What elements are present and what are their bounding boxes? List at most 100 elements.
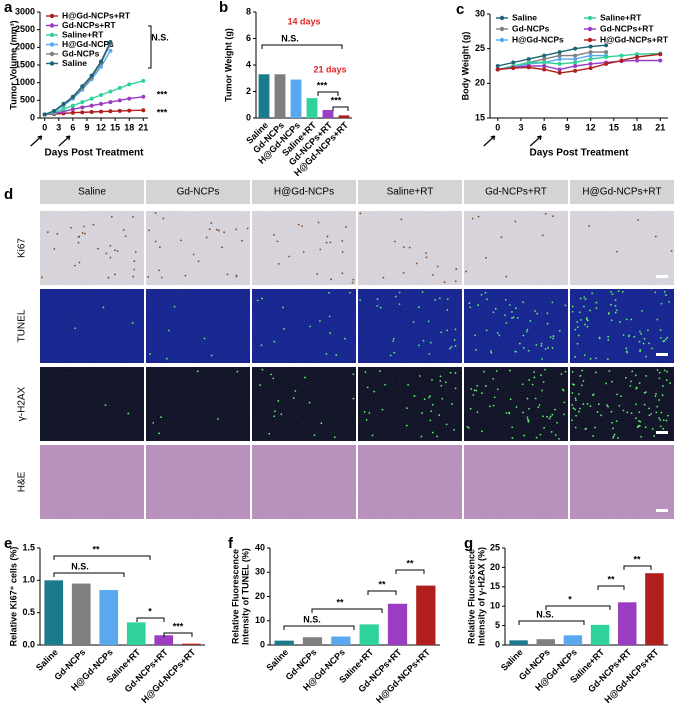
stain-dot [394, 295, 397, 298]
stain-dot [580, 384, 583, 387]
stain-dot [351, 281, 354, 284]
stain-dot [654, 395, 657, 397]
stain-dot [556, 421, 559, 424]
stain-dot [261, 368, 264, 371]
panel-label: a [4, 0, 13, 16]
stain-dot [282, 306, 284, 309]
data-point [495, 64, 500, 68]
stain-dot [160, 276, 163, 279]
stain-dot [154, 212, 157, 215]
stain-dot [614, 304, 617, 307]
bar [274, 640, 294, 645]
stain-dot [589, 309, 591, 312]
y-tick-label: 20 [255, 591, 265, 601]
stain-dot [607, 339, 610, 341]
y-tick-label: 10 [490, 601, 500, 611]
stain-dot [440, 331, 443, 334]
stain-dot [534, 397, 537, 400]
stain-dot [268, 432, 271, 435]
stain-dot [162, 217, 165, 220]
stain-dot [625, 350, 628, 353]
stain-dot [114, 273, 116, 276]
stain-dot [572, 407, 575, 410]
stain-dot [656, 405, 659, 408]
data-point [141, 108, 146, 113]
stain-dot [658, 377, 661, 380]
arrow [529, 135, 542, 147]
stain-dot [583, 296, 586, 299]
stain-dot [543, 426, 545, 429]
stain-dot [659, 329, 662, 332]
data-point [658, 52, 663, 57]
stain-dot [592, 393, 595, 396]
data-point [526, 65, 531, 70]
stain-dot [594, 426, 597, 429]
y-tick-label: 0.0 [22, 639, 35, 649]
annotation: ** [92, 544, 100, 554]
stain-dot [273, 415, 276, 418]
data-point [117, 85, 122, 90]
stain-dot [78, 261, 81, 264]
stain-dot [598, 336, 601, 339]
significance-bracket [163, 632, 193, 637]
stain-dot [667, 414, 669, 417]
stain-dot [505, 412, 508, 414]
stain-dot [571, 371, 574, 373]
arrow [58, 135, 71, 147]
stain-dot [509, 398, 512, 401]
stain-dot [536, 312, 539, 315]
stain-dot [469, 407, 472, 410]
stain-dot [105, 252, 108, 255]
stain-dot [427, 320, 430, 323]
y-axis-title: Relative Fluorescence [230, 549, 240, 644]
micrograph-texture [464, 445, 568, 519]
scale-bar [656, 509, 668, 512]
y-tick-label: 0 [495, 639, 500, 649]
stain-dot [485, 256, 487, 259]
stain-dot [564, 370, 567, 373]
stain-dot [495, 370, 498, 372]
stain-dot [574, 397, 577, 400]
stain-dot [392, 337, 395, 340]
stain-dot [633, 335, 636, 338]
stain-dot [544, 368, 546, 371]
stain-dot [329, 332, 332, 334]
stain-dot [575, 414, 577, 417]
stain-dot [46, 231, 49, 234]
stain-dot [378, 370, 381, 372]
stain-dot [276, 240, 279, 243]
bar [322, 110, 334, 118]
stain-dot [421, 412, 423, 414]
data-point [542, 57, 547, 62]
y-tick-label: 1000 [15, 77, 35, 87]
stain-dot [348, 291, 351, 294]
stain-dot [563, 401, 566, 404]
stain-dot [607, 312, 610, 315]
stain-dot [302, 251, 305, 253]
stain-dot [655, 392, 657, 395]
stain-dot [552, 335, 555, 337]
stain-dot [316, 273, 319, 275]
stain-dot [642, 342, 645, 345]
data-point [108, 89, 113, 94]
stain-dot [610, 319, 613, 322]
stain-dot [539, 433, 542, 436]
stain-dot [430, 410, 433, 413]
data-point [89, 103, 94, 108]
data-point [573, 57, 578, 62]
stain-dot [398, 291, 401, 294]
data-point [573, 68, 578, 73]
column-header: Saline+RT [387, 187, 434, 198]
y-tick-label: 0 [260, 639, 265, 649]
stain-dot [527, 420, 530, 423]
column-header: Gd-NCPs [177, 187, 220, 198]
annotation: ** [406, 558, 414, 568]
stain-dot [639, 330, 641, 333]
stain-dot [223, 231, 226, 234]
stain-dot [527, 349, 530, 352]
stain-dot [540, 342, 543, 345]
stain-dot [328, 315, 331, 318]
stain-dot [656, 318, 659, 321]
stain-dot [546, 322, 549, 325]
stain-dot [465, 270, 468, 273]
